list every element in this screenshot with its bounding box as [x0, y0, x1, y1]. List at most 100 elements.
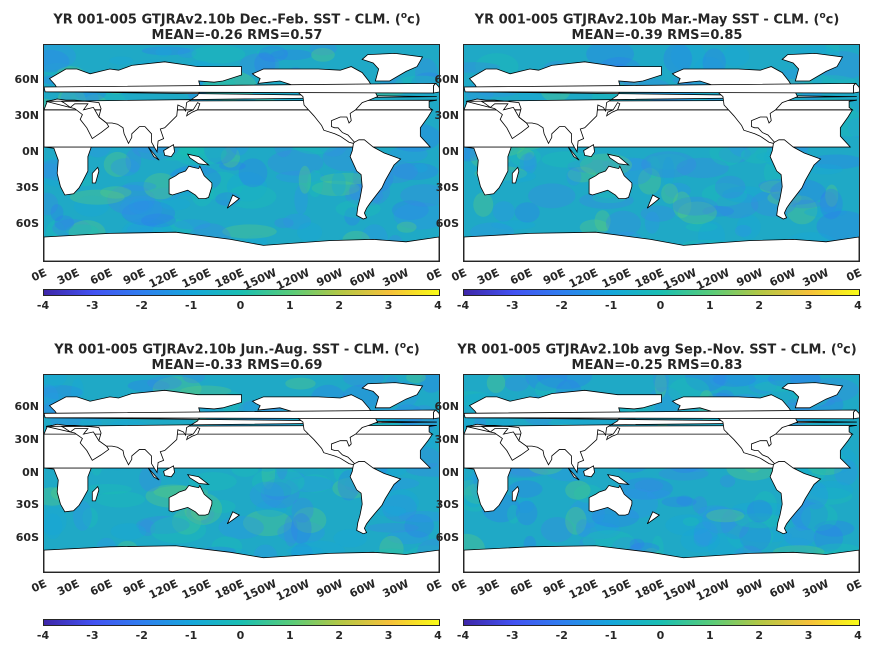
latitude-label: 60N [14, 73, 39, 86]
land-mass [226, 511, 241, 525]
title-unit: c) [406, 342, 420, 358]
colorbar-tick-label: -1 [605, 629, 618, 642]
longitude-label: 0E [844, 266, 864, 285]
colorbar-tick-label: 4 [434, 299, 442, 312]
longitude-label: 90E [541, 266, 568, 288]
title-unit: c) [843, 342, 857, 358]
title-stats: MEAN=-0.39 RMS=0.85 [571, 28, 743, 44]
latitude-label: 60N [434, 399, 459, 413]
longitude-label: 60E [508, 577, 535, 599]
latitude-label: 0N [442, 145, 459, 158]
longitude-label: 180E [212, 266, 246, 291]
colorbar [463, 289, 860, 296]
latitude-label: 60S [435, 531, 459, 545]
land-mass [226, 194, 241, 209]
title-stats: MEAN=-0.33 RMS=0.69 [151, 358, 323, 374]
land-mass [583, 465, 595, 478]
longitude-label: 30E [475, 266, 502, 288]
colorbar-tick-label: 1 [286, 299, 294, 312]
land-mass [44, 231, 439, 261]
longitude-label: 150W [241, 577, 279, 604]
degree-superscript: o [819, 11, 826, 21]
colorbar-tick-label: 3 [384, 299, 393, 312]
longitude-label: 30E [55, 577, 82, 599]
land-mass [511, 485, 520, 502]
latitude-label: 30N [434, 432, 459, 446]
longitude-label: 60W [767, 577, 798, 601]
longitude-label: 150E [599, 266, 634, 291]
panel-title: YR 001-005 GTJRAv2.10b Mar.-May SST - CL… [437, 8, 875, 44]
map-frame [43, 374, 440, 573]
latitude-label: 30S [15, 498, 39, 512]
land-mass [168, 165, 213, 200]
longitude-label: 90E [121, 266, 148, 288]
land-mass [163, 465, 175, 478]
latitude-label: 60S [435, 217, 459, 230]
colorbar-tick-label: -2 [135, 299, 148, 312]
latitude-label: 60N [14, 399, 39, 413]
longitude-label: 90W [314, 266, 345, 290]
title-line1: YR 001-005 GTJRAv2.10b Mar.-May SST - CL… [474, 12, 820, 28]
colorbar-tick-label: -2 [555, 299, 568, 312]
land-mass [853, 82, 859, 94]
longitude-label: 120E [147, 577, 181, 602]
colorbar-tick-label: 0 [656, 629, 665, 642]
colorbar [43, 289, 440, 296]
colorbar-tick-label: 1 [706, 299, 714, 312]
land-mass [769, 139, 822, 220]
colorbar-tick-label: 0 [656, 299, 665, 312]
longitude-label: 120E [147, 266, 181, 291]
land-mass [606, 474, 630, 485]
longitude-label: 30W [800, 266, 831, 290]
longitude-label: 180E [632, 266, 666, 291]
land-mass [147, 467, 160, 481]
title-line1: YR 001-005 GTJRAv2.10b Jun.-Aug. SST - C… [54, 342, 400, 358]
land-mass [361, 52, 424, 82]
latitude-label: 30N [14, 432, 39, 446]
longitude-label: 90W [734, 266, 765, 290]
longitude-label: 0E [29, 266, 49, 285]
longitude-label: 0E [449, 577, 469, 596]
longitude-label: 30W [380, 266, 411, 290]
colorbar-tick-label: 2 [755, 299, 764, 312]
land-mass [349, 461, 402, 535]
land-mass [567, 146, 580, 161]
latitude-label: 0N [442, 465, 459, 479]
longitude-label: 60E [88, 266, 115, 288]
colorbar-tick-label: 2 [335, 299, 344, 312]
land-mass [186, 153, 210, 166]
colorbar-tick-label: -4 [456, 629, 470, 642]
longitude-label: 120E [567, 266, 601, 291]
land-mass [433, 409, 439, 420]
land-mass [853, 409, 859, 420]
degree-superscript: o [400, 11, 408, 21]
title-stats: MEAN=-0.25 RMS=0.83 [571, 358, 743, 374]
land-mass [361, 382, 424, 409]
colorbar-tick-label: -4 [36, 299, 50, 312]
colorbar [43, 619, 440, 626]
land-mass [769, 461, 822, 535]
degree-superscript: o [836, 341, 844, 351]
map-frame [463, 44, 860, 262]
colorbar-tick-label: 2 [755, 629, 764, 642]
land-mass [186, 474, 210, 485]
longitude-label: 60W [347, 577, 378, 601]
longitude-label: 30W [380, 577, 411, 601]
land-mass [588, 165, 633, 200]
longitude-label: 90W [314, 577, 345, 601]
land-mass [91, 485, 100, 502]
land-mass [511, 166, 520, 184]
colorbar-tick-label: -1 [185, 629, 198, 642]
colorbar-tick-label: 3 [804, 299, 813, 312]
latitude-label: 0N [22, 465, 39, 479]
title-stats: MEAN=-0.26 RMS=0.57 [151, 28, 323, 44]
longitude-label: 0E [449, 266, 469, 285]
latitude-label: 60S [15, 217, 39, 230]
colorbar-tick-label: 2 [335, 629, 344, 642]
longitude-label: 90E [541, 577, 568, 599]
longitude-label: 180E [632, 577, 666, 602]
colorbar-tick-label: -2 [135, 629, 148, 642]
land-mass [433, 82, 439, 94]
title-unit: c) [825, 12, 840, 28]
land-mass [91, 166, 100, 184]
